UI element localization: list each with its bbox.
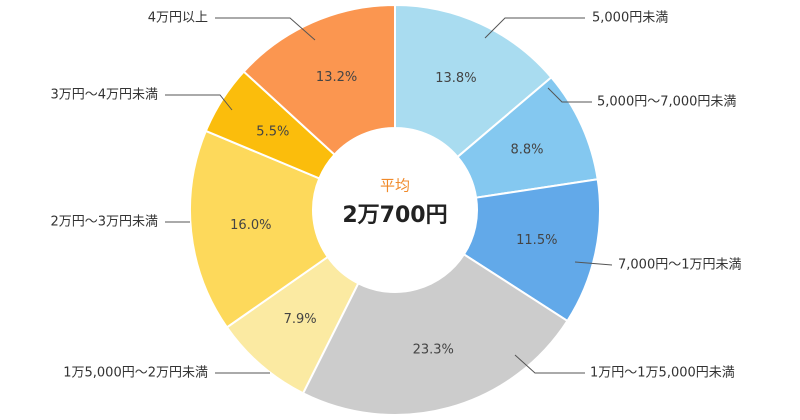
leader-line [514, 354, 585, 374]
category-label: 5,000円〜7,000円未満 [597, 95, 736, 110]
leader-line [165, 94, 233, 111]
value-label: 8.8% [510, 142, 543, 157]
category-label: 7,000円〜1万円未満 [618, 258, 742, 273]
category-label: 2万円〜3万円未満 [50, 215, 158, 230]
leader-line [574, 261, 613, 266]
leader-line [547, 87, 592, 103]
category-label: 1万円〜1万5,000円未満 [590, 366, 735, 381]
value-label: 23.3% [413, 342, 454, 357]
value-label: 5.5% [256, 124, 289, 139]
slice [394, 3, 553, 159]
value-label: 7.9% [284, 312, 317, 327]
value-label: 13.2% [316, 70, 357, 85]
category-label: 3万円〜4万円未満 [50, 88, 158, 103]
leader-line [215, 17, 316, 41]
slice [242, 3, 396, 157]
category-label: 4万円以上 [148, 11, 208, 26]
value-label: 13.8% [435, 71, 476, 86]
category-label: 1万5,000円〜2万円未満 [63, 366, 208, 381]
slice [301, 252, 569, 416]
labels: 13.8% 5,000円未満 8.8% 5,000円〜7,000円未満 11.5% 7,0… [50, 11, 741, 381]
center-label: 平均 [380, 177, 410, 195]
center-value: 2万700円 [342, 203, 447, 228]
category-label: 5,000円未満 [592, 11, 668, 26]
slices [189, 3, 601, 416]
leader-line [484, 17, 585, 39]
value-label: 16.0% [230, 218, 271, 233]
slice [462, 178, 601, 323]
value-label: 11.5% [516, 233, 557, 248]
slice [189, 129, 330, 329]
